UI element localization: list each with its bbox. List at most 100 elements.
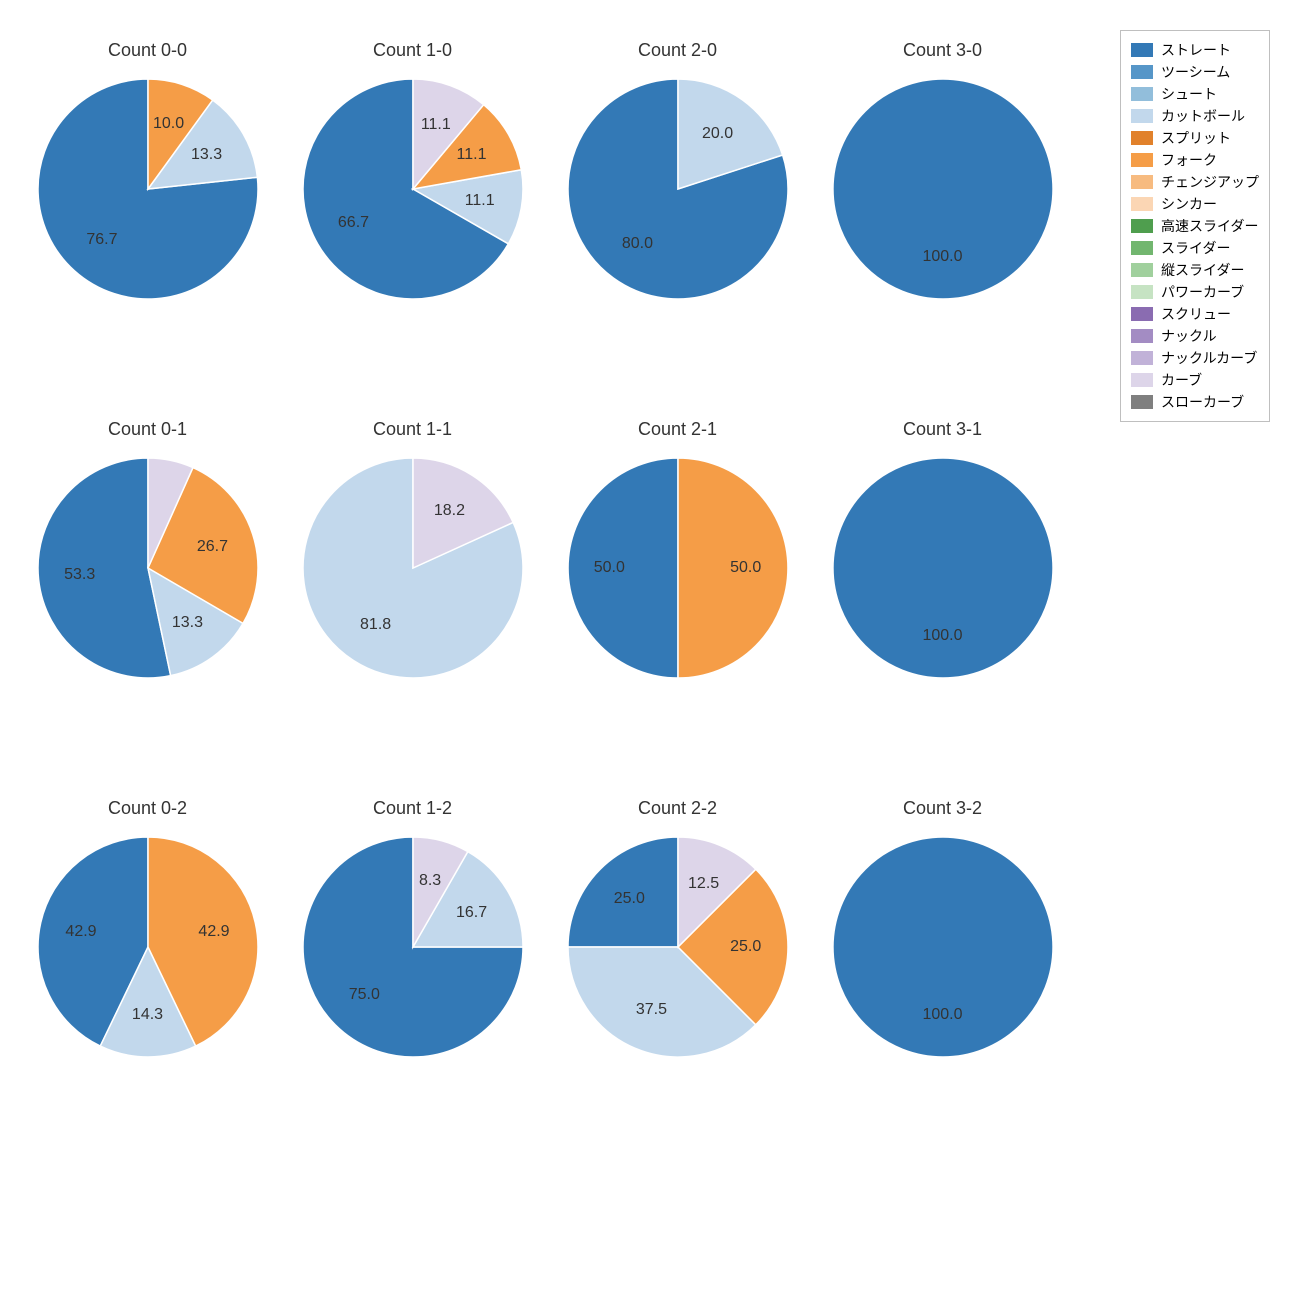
- pie-slice: [833, 79, 1053, 299]
- pie-title: Count 2-1: [638, 419, 717, 440]
- legend-label: フォーク: [1161, 150, 1217, 170]
- legend-swatch: [1131, 43, 1153, 57]
- pie-title: Count 1-2: [373, 798, 452, 819]
- legend-label: 高速スライダー: [1161, 216, 1258, 236]
- pie-wrap: 80.020.0: [568, 79, 788, 299]
- legend-label: シンカー: [1161, 194, 1217, 214]
- pie-grid: Count 0-0 76.713.310.0 Count 1-0 66.711.111…: [20, 40, 1070, 1057]
- legend-swatch: [1131, 241, 1153, 255]
- pie-title: Count 1-1: [373, 419, 452, 440]
- legend-swatch: [1131, 351, 1153, 365]
- pie-title: Count 1-0: [373, 40, 452, 61]
- pie-chart: [38, 79, 258, 299]
- pie-wrap: 42.914.342.9: [38, 837, 258, 1057]
- pie-title: Count 3-2: [903, 798, 982, 819]
- legend-swatch: [1131, 219, 1153, 233]
- legend-label: カーブ: [1161, 370, 1202, 390]
- pie-chart: [568, 458, 788, 678]
- pie-title: Count 2-2: [638, 798, 717, 819]
- legend-swatch: [1131, 307, 1153, 321]
- legend-item: シンカー: [1131, 193, 1259, 215]
- legend-item: カーブ: [1131, 369, 1259, 391]
- pie-wrap: 66.711.111.111.1: [303, 79, 523, 299]
- legend-item: 縦スライダー: [1131, 259, 1259, 281]
- legend-item: スクリュー: [1131, 303, 1259, 325]
- pie-cell: Count 3-1 100.0: [815, 419, 1070, 678]
- legend-label: スローカーブ: [1161, 392, 1244, 412]
- legend-swatch: [1131, 153, 1153, 167]
- pie-chart: [303, 837, 523, 1057]
- pie-title: Count 0-2: [108, 798, 187, 819]
- legend-swatch: [1131, 263, 1153, 277]
- legend-label: ナックルカーブ: [1161, 348, 1257, 368]
- pie-slice: [833, 458, 1053, 678]
- pie-chart: [38, 837, 258, 1057]
- legend-label: スクリュー: [1161, 304, 1231, 324]
- legend-item: スローカーブ: [1131, 391, 1259, 413]
- pie-wrap: 50.050.0: [568, 458, 788, 678]
- legend-item: ナックル: [1131, 325, 1259, 347]
- pie-title: Count 3-0: [903, 40, 982, 61]
- pie-slice: [568, 458, 678, 678]
- legend-item: ツーシーム: [1131, 61, 1259, 83]
- pie-chart: [38, 458, 258, 678]
- pie-wrap: 25.037.525.012.5: [568, 837, 788, 1057]
- legend-label: カットボール: [1161, 106, 1245, 126]
- pie-slice: [568, 837, 678, 947]
- pie-cell: Count 3-2 100.0: [815, 798, 1070, 1057]
- pie-cell: Count 2-1 50.050.0: [550, 419, 805, 678]
- pie-chart: [568, 837, 788, 1057]
- pie-slice: [833, 837, 1053, 1057]
- legend-item: 高速スライダー: [1131, 215, 1259, 237]
- legend-item: フォーク: [1131, 149, 1259, 171]
- legend-item: シュート: [1131, 83, 1259, 105]
- legend-swatch: [1131, 373, 1153, 387]
- legend-label: ツーシーム: [1161, 62, 1230, 82]
- legend-swatch: [1131, 131, 1153, 145]
- legend-label: パワーカーブ: [1161, 282, 1244, 302]
- legend-swatch: [1131, 285, 1153, 299]
- legend-swatch: [1131, 87, 1153, 101]
- pie-chart: [568, 79, 788, 299]
- legend-swatch: [1131, 395, 1153, 409]
- legend-label: ストレート: [1161, 40, 1231, 60]
- pie-chart: [833, 458, 1053, 678]
- pie-chart: [303, 79, 523, 299]
- legend-swatch: [1131, 197, 1153, 211]
- pie-wrap: 100.0: [833, 837, 1053, 1057]
- pie-cell: Count 1-2 75.016.78.3: [285, 798, 540, 1057]
- pie-title: Count 0-0: [108, 40, 187, 61]
- pie-wrap: 76.713.310.0: [38, 79, 258, 299]
- pie-wrap: 100.0: [833, 79, 1053, 299]
- pie-cell: Count 1-1 81.818.2: [285, 419, 540, 678]
- pie-cell: Count 2-2 25.037.525.012.5: [550, 798, 805, 1057]
- pie-wrap: 81.818.2: [303, 458, 523, 678]
- pie-cell: Count 3-0 100.0: [815, 40, 1070, 299]
- legend: ストレートツーシームシュートカットボールスプリットフォークチェンジアップシンカー…: [1120, 30, 1270, 422]
- pie-wrap: 100.0: [833, 458, 1053, 678]
- legend-item: スライダー: [1131, 237, 1259, 259]
- legend-item: ストレート: [1131, 39, 1259, 61]
- pie-slice: [678, 458, 788, 678]
- legend-swatch: [1131, 109, 1153, 123]
- pie-cell: Count 0-0 76.713.310.0: [20, 40, 275, 299]
- legend-swatch: [1131, 329, 1153, 343]
- pie-chart: [833, 79, 1053, 299]
- legend-item: ナックルカーブ: [1131, 347, 1259, 369]
- legend-item: チェンジアップ: [1131, 171, 1259, 193]
- pie-title: Count 3-1: [903, 419, 982, 440]
- pie-wrap: 75.016.78.3: [303, 837, 523, 1057]
- pie-chart: [833, 837, 1053, 1057]
- pie-cell: Count 0-1 53.313.326.7: [20, 419, 275, 678]
- pie-title: Count 0-1: [108, 419, 187, 440]
- legend-label: 縦スライダー: [1161, 260, 1244, 280]
- legend-label: ナックル: [1161, 326, 1217, 346]
- pie-wrap: 53.313.326.7: [38, 458, 258, 678]
- legend-swatch: [1131, 65, 1153, 79]
- pie-cell: Count 0-2 42.914.342.9: [20, 798, 275, 1057]
- legend-item: パワーカーブ: [1131, 281, 1259, 303]
- legend-label: スプリット: [1161, 128, 1231, 148]
- pie-cell: Count 2-080.020.0: [550, 40, 805, 299]
- legend-item: カットボール: [1131, 105, 1259, 127]
- legend-item: スプリット: [1131, 127, 1259, 149]
